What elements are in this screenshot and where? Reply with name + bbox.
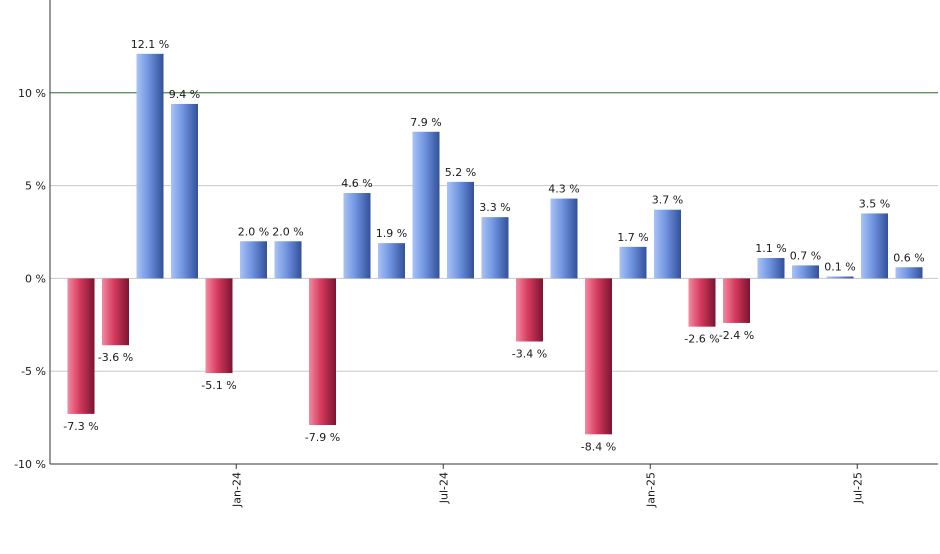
- y-tick-label: 5 %: [25, 180, 46, 193]
- bar-value-label: -2.6 %: [684, 333, 719, 346]
- bar: [619, 246, 647, 279]
- bar: [723, 278, 750, 323]
- bars: [67, 53, 923, 435]
- bar-value-label: 1.9 %: [376, 227, 407, 240]
- bar: [792, 265, 819, 279]
- bar: [654, 209, 681, 279]
- bar: [102, 278, 129, 346]
- bar-value-label: -7.3 %: [63, 420, 98, 433]
- bar-value-label: 12.1 %: [131, 38, 169, 51]
- bar: [205, 278, 233, 374]
- bar: [516, 278, 543, 342]
- bar: [343, 193, 371, 279]
- x-tick-label: Jul-25: [851, 472, 864, 504]
- bar-value-label: -2.4 %: [719, 329, 754, 342]
- bar: [585, 278, 612, 435]
- bar-value-label: -8.4 %: [581, 440, 616, 453]
- bar-value-label: 4.3 %: [548, 183, 579, 196]
- bar-value-label: 1.1 %: [755, 242, 786, 255]
- bar: [826, 276, 854, 279]
- y-tick-label: -10 %: [14, 458, 46, 471]
- bar: [481, 217, 509, 279]
- x-tick-label: Jan-24: [230, 472, 243, 508]
- bar-value-label: 0.1 %: [824, 261, 855, 274]
- bar-value-label: -5.1 %: [201, 379, 236, 392]
- bar-value-label: -3.6 %: [98, 351, 133, 364]
- bar-value-label: 3.3 %: [479, 201, 510, 214]
- bar: [171, 103, 198, 279]
- bar: [757, 257, 785, 279]
- bar-value-label: 5.2 %: [445, 166, 476, 179]
- bar: [412, 131, 440, 279]
- bar: [378, 243, 405, 279]
- bar: [550, 198, 578, 279]
- bar-value-label: 2.0 %: [238, 225, 269, 238]
- bar-value-label: 1.7 %: [617, 231, 648, 244]
- x-tick-label: Jan-25: [644, 472, 657, 508]
- bar-value-label: -7.9 %: [305, 431, 340, 444]
- bar-value-label: -3.4 %: [512, 348, 547, 361]
- bar-value-label: 7.9 %: [410, 116, 441, 129]
- y-tick-label: -5 %: [21, 365, 46, 378]
- bar: [67, 278, 95, 414]
- y-tick-label: 0 %: [25, 272, 46, 285]
- bar: [274, 241, 302, 279]
- bar: [136, 53, 164, 279]
- axes: 10 % 5 % 0 % -5 % -10 % Jan-24 Jul-24 Jan-25 Jul…: [14, 0, 938, 508]
- bar-value-label: 2.0 %: [272, 225, 303, 238]
- bar: [688, 278, 716, 327]
- value-labels: -7.3 % -3.6 % 12.1 % 9.4 % -5.1 % 2.0 % 2.0 % -…: [63, 38, 924, 453]
- bar-value-label: 9.4 %: [169, 88, 200, 101]
- bar: [861, 213, 888, 279]
- bar-value-label: 4.6 %: [341, 177, 372, 190]
- bar-value-label: 0.7 %: [790, 249, 821, 262]
- x-tick-label: Jul-24: [437, 472, 450, 504]
- bar-value-label: 3.5 %: [859, 197, 890, 210]
- bar: [240, 241, 267, 279]
- bar: [447, 181, 474, 279]
- y-tick-label: 10 %: [18, 87, 46, 100]
- bar: [309, 278, 336, 426]
- bar-value-label: 3.7 %: [652, 194, 683, 207]
- bar-value-label: 0.6 %: [893, 251, 924, 264]
- bar: [895, 267, 923, 279]
